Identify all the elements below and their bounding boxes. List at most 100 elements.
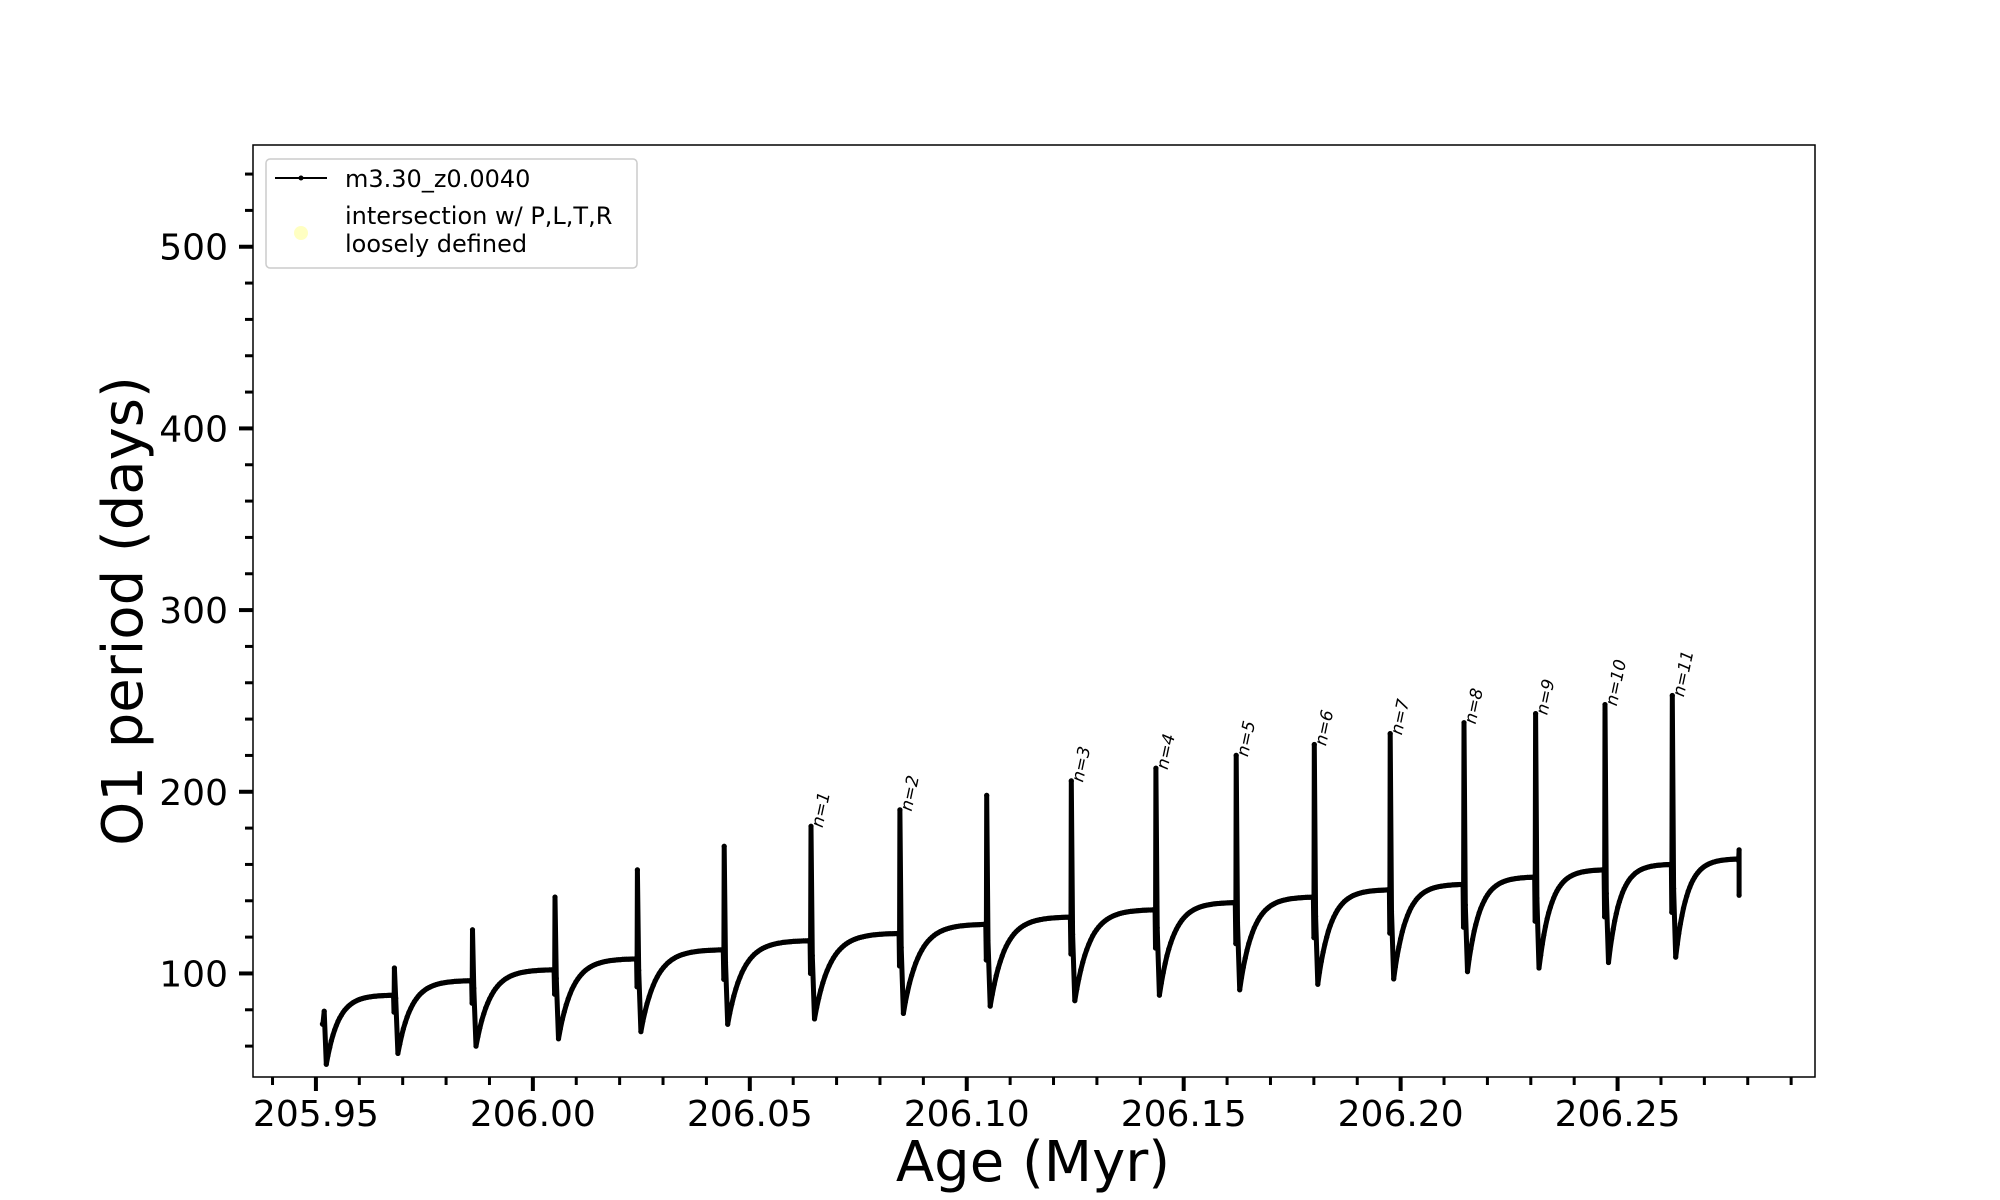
series-point [991,982,997,988]
pulse-annotations: n=1 n=2 n=3 n=4 n=5 n=6 n=7 n=8 n=9 n=10 n=11 [808,649,1699,830]
series-point [1546,910,1552,916]
series-point [1669,692,1675,699]
series-point [725,1021,731,1027]
series-point [1464,969,1471,975]
series-point [1244,947,1250,954]
x-tick-label: 206.05 [687,1094,813,1135]
series-point [985,938,991,944]
series-point [1322,941,1328,947]
series-point [1391,976,1397,982]
series-point [552,991,558,997]
series-point [807,940,813,946]
series-point [814,1005,820,1011]
series-point [909,973,915,979]
series-point [634,984,640,990]
series-point [399,1033,405,1039]
series-point [1154,925,1160,931]
series-point [997,959,1003,965]
series-point [1325,928,1331,934]
pulse-label: n=9 [1532,677,1559,716]
series-point [485,1000,491,1006]
series-point [1078,967,1084,973]
series-point [1542,923,1549,929]
series-point [1164,953,1170,959]
series-point [333,1022,339,1028]
series-point [995,965,1001,971]
series-point [1679,912,1685,919]
series-point [1394,953,1400,959]
series-point [1736,892,1742,898]
series-point [404,1014,410,1020]
series-point [1607,947,1613,953]
series-point [1609,936,1615,942]
x-tick-label: 206.00 [470,1094,596,1135]
series-point [393,995,399,1001]
series-point [1396,944,1402,950]
series-point [1070,931,1076,938]
series-point [1616,899,1622,905]
series-point [1311,935,1317,941]
series-point [731,993,737,999]
series-point [1246,940,1252,947]
series-point [808,823,814,829]
pulse-label: n=3 [1068,745,1095,784]
series-point [1532,876,1538,882]
series-point [1401,923,1407,929]
series-point [328,1038,334,1044]
legend-label-intersection: intersection w/ P,L,T,R loosely defined [345,202,612,258]
series-point [727,1010,733,1017]
series-point [569,986,575,992]
pulse-label: n=4 [1153,732,1180,771]
series-point [395,1050,401,1056]
series-point [1468,946,1474,952]
series-point [321,1008,327,1014]
series-point [1612,918,1618,924]
x-axis-title: Age (Myr) [896,1130,1170,1195]
series-point [471,985,477,991]
series-point [733,986,739,992]
series-point [1158,980,1164,986]
series-point [1153,765,1159,771]
series-point [1168,940,1174,946]
series-point [1398,936,1404,942]
series-point [644,1001,650,1007]
series-point [1080,959,1086,965]
series-point [900,1010,907,1017]
series-point [1684,893,1690,899]
series-point [1466,956,1472,963]
series-point [902,999,909,1005]
series-point [1072,998,1078,1004]
series-point [1532,918,1538,924]
series-point [1249,929,1256,935]
series-point [1474,915,1481,921]
series-point [999,953,1005,959]
series-point [1544,916,1550,922]
legend-label-line: intersection w/ P,L,T,R [345,202,612,230]
series-point [397,1041,403,1047]
series-point [1171,930,1178,936]
series-point [1673,954,1679,960]
series-point [1311,741,1317,748]
series-point [636,967,642,974]
pulse-label: n=6 [1311,708,1338,747]
y-tick-label: 300 [159,591,228,632]
series-point [1068,951,1074,957]
series-point [1685,888,1691,895]
series-point [1315,981,1321,987]
series-point [984,792,990,799]
series-point [1476,910,1482,916]
series-point [1237,987,1243,993]
series-point [1068,778,1074,784]
series-point [993,973,999,979]
series-point [1461,720,1467,726]
series-point [1232,901,1238,908]
legend-label-line: loosely defined [345,230,527,258]
series-point [897,807,903,813]
series-point [915,955,921,961]
series-point [1088,937,1094,943]
series-point [391,1009,397,1015]
series-point [1736,858,1742,864]
series-point [824,968,830,974]
series-point [1613,911,1619,917]
series-point [1074,986,1080,992]
